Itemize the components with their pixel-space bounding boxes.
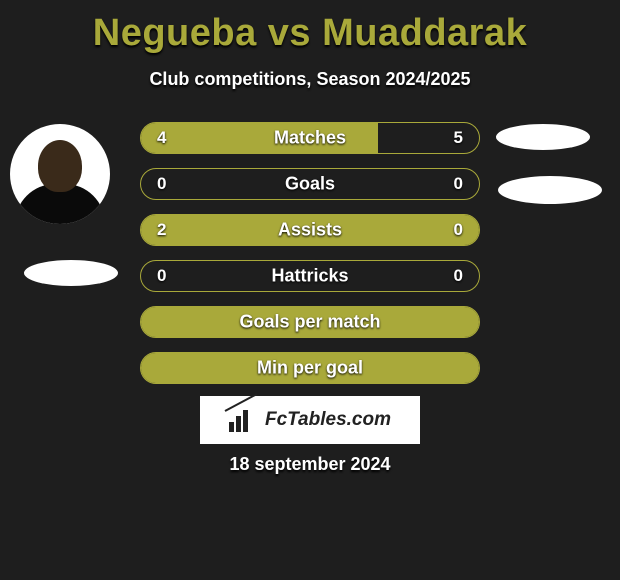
stat-value-left: 0 xyxy=(157,174,166,194)
stat-value-right: 5 xyxy=(454,128,463,148)
stat-bar-row: Assists2 0 xyxy=(140,214,480,246)
stat-label: Goals per match xyxy=(141,312,479,333)
stat-value-left: 2 xyxy=(157,220,166,240)
barchart-icon xyxy=(229,408,257,432)
stat-bar-row: Hattricks0 0 xyxy=(140,260,480,292)
stat-label: Assists xyxy=(141,220,479,241)
stat-bar-row: Goals0 0 xyxy=(140,168,480,200)
stat-label: Hattricks xyxy=(141,266,479,287)
date-label: 18 september 2024 xyxy=(0,454,620,475)
stat-value-left: 0 xyxy=(157,266,166,286)
ellipse-placeholder-left xyxy=(24,260,118,286)
stat-bars: Matches45Goals00Assists20Hattricks00Goal… xyxy=(140,122,480,398)
stat-value-left: 4 xyxy=(157,128,166,148)
stat-value-right: 0 xyxy=(454,174,463,194)
page-title: Negueba vs Muaddarak xyxy=(0,0,620,55)
player-avatar-left xyxy=(10,124,110,224)
brand-label: FcTables.com xyxy=(265,409,391,431)
ellipse-placeholder-right-1 xyxy=(496,124,590,150)
stat-value-right: 0 xyxy=(454,266,463,286)
stat-label: Min per goal xyxy=(141,358,479,379)
stat-bar-row: Goals per match xyxy=(140,306,480,338)
subtitle: Club competitions, Season 2024/2025 xyxy=(0,69,620,90)
stat-label: Goals xyxy=(141,174,479,195)
brand-logo: FcTables.com xyxy=(200,396,420,444)
comparison-infographic: Negueba vs Muaddarak Club competitions, … xyxy=(0,0,620,580)
stat-bar-row: Matches4 5 xyxy=(140,122,480,154)
stat-bar-row: Min per goal xyxy=(140,352,480,384)
stat-value-right: 0 xyxy=(454,220,463,240)
stat-label: Matches xyxy=(141,128,479,149)
ellipse-placeholder-right-2 xyxy=(498,176,602,204)
